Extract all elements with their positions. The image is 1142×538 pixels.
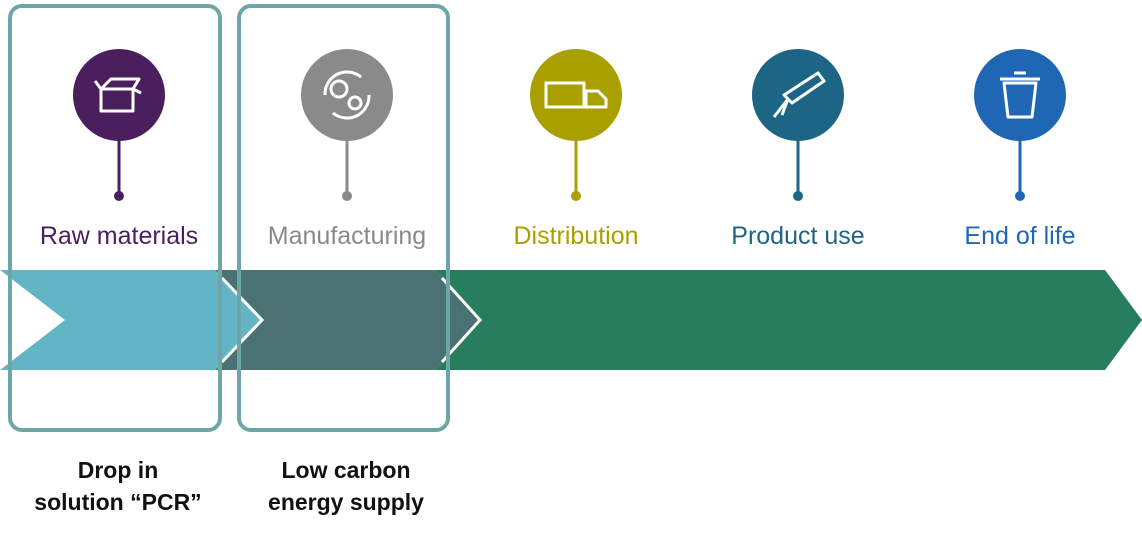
stage-icon-circle <box>301 49 393 141</box>
stage-icon-circle <box>73 49 165 141</box>
stage-icon <box>772 71 826 118</box>
arrow-manufacturing <box>215 270 480 370</box>
note-line: solution “PCR” <box>34 489 201 515</box>
stage-icon <box>323 70 371 120</box>
stage-icon <box>544 81 608 109</box>
stage-label: Product use <box>731 222 864 250</box>
note-line: Drop in <box>78 457 159 483</box>
arrow-raw-materials <box>0 270 262 370</box>
stem-dot <box>342 191 352 201</box>
stage-label: Manufacturing <box>268 222 426 250</box>
note-line: Low carbon <box>281 457 410 483</box>
chevron-divider <box>220 276 265 364</box>
stage-icon-circle <box>530 49 622 141</box>
note-line: energy supply <box>268 489 424 515</box>
stem-dot <box>571 191 581 201</box>
stage-icon-circle <box>752 49 844 141</box>
stage-label: End of life <box>964 222 1075 250</box>
stage-icon-circle <box>974 49 1066 141</box>
arrow-end-of-chain <box>435 270 1142 370</box>
stem-dot <box>114 191 124 201</box>
stem-dot <box>1015 191 1025 201</box>
stage-icon <box>93 77 142 113</box>
stage-label: Distribution <box>513 222 638 250</box>
highlight-box <box>237 4 450 432</box>
stage-icon <box>1000 71 1040 119</box>
stem-dot <box>793 191 803 201</box>
chevron-divider <box>440 276 483 364</box>
stage-label: Raw materials <box>40 222 198 250</box>
highlight-box <box>8 4 222 432</box>
